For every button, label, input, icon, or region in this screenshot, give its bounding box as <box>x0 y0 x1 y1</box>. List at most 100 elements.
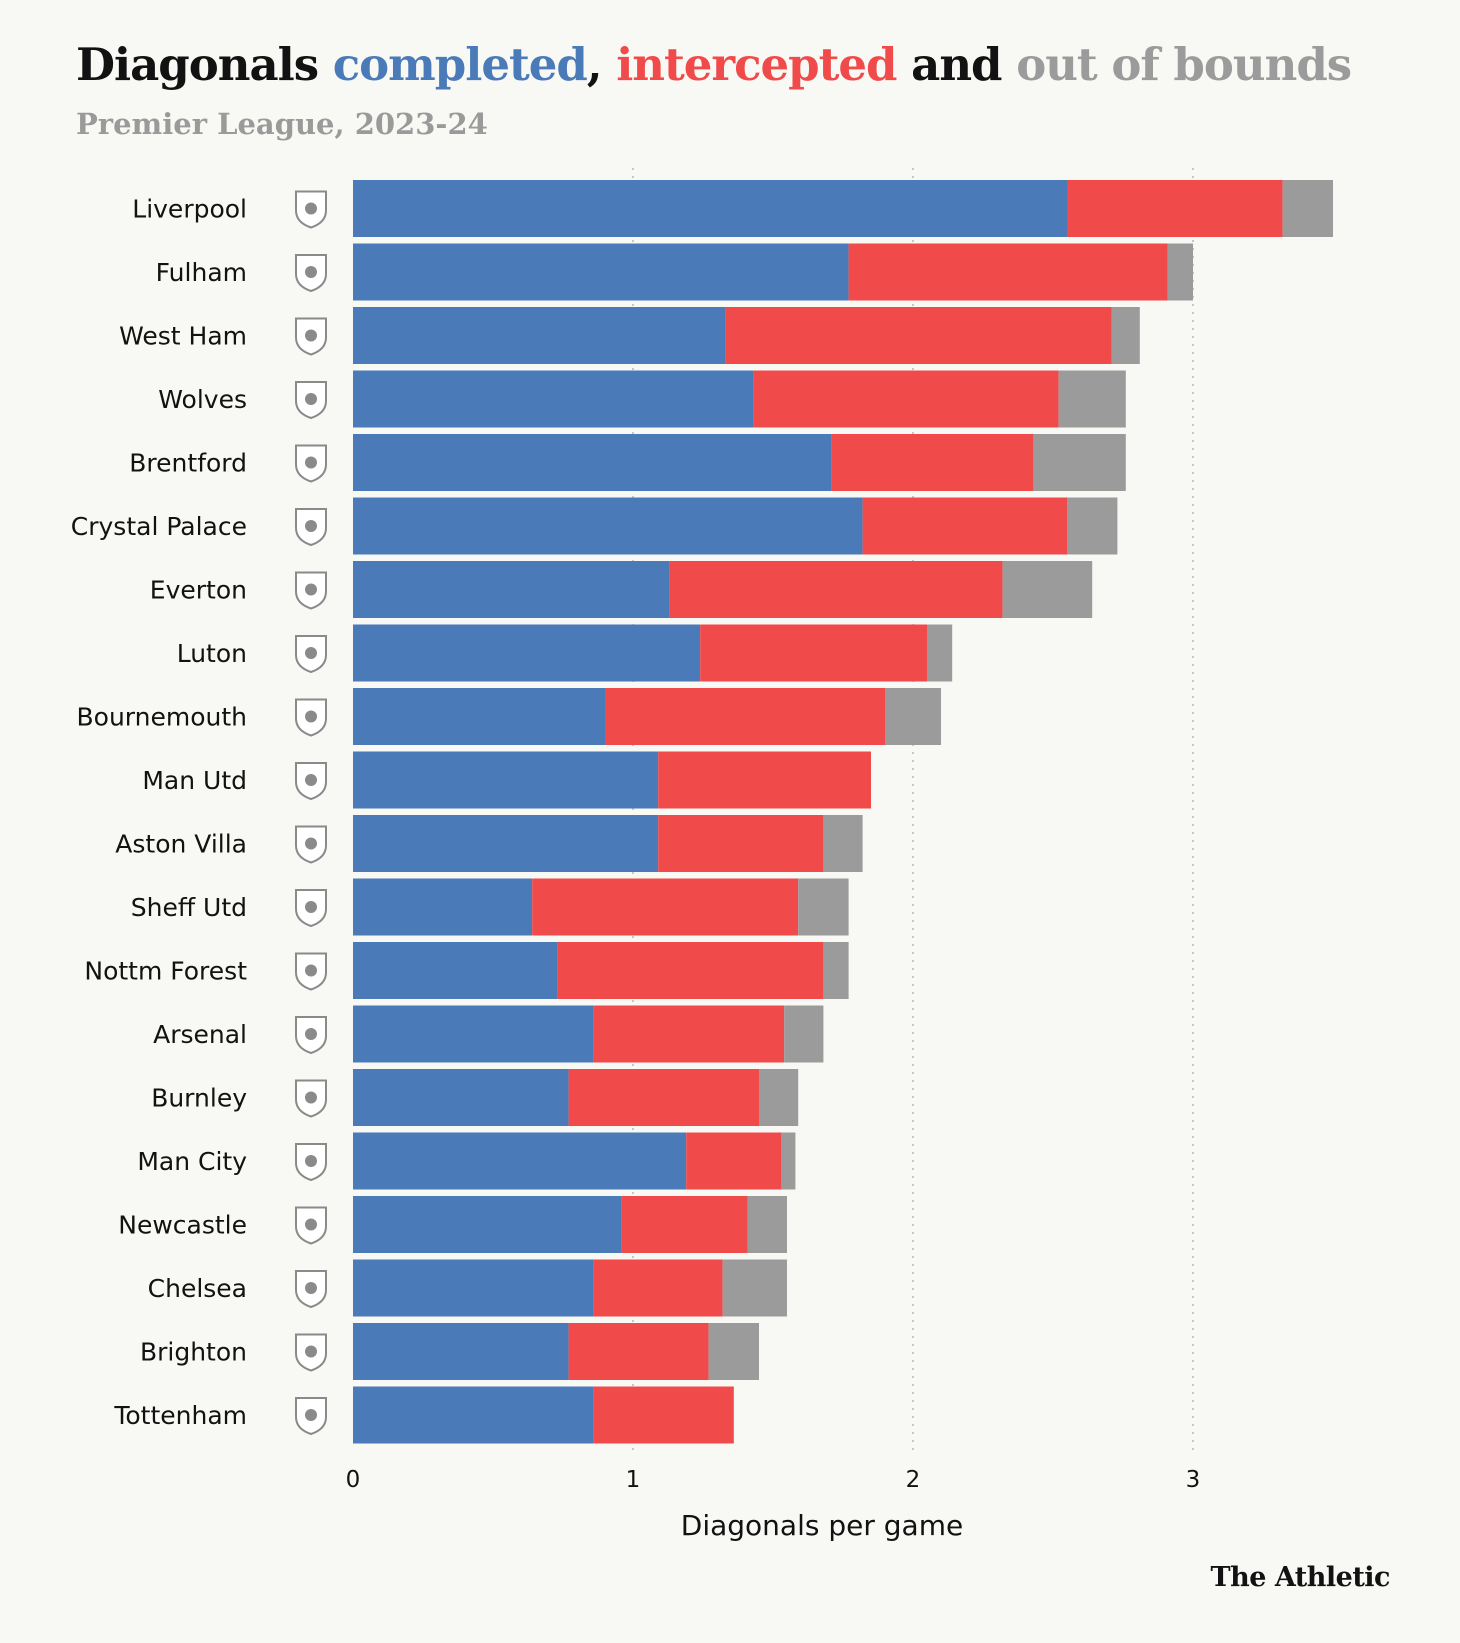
newcastle-crest-icon <box>295 1206 327 1245</box>
intercepted-segment <box>669 561 1003 618</box>
out-of-bounds-segment <box>1002 561 1093 618</box>
out-of-bounds-segment <box>823 942 849 999</box>
sheff-utd-crest-icon <box>295 889 327 928</box>
title-and: and <box>896 38 1017 91</box>
out-of-bounds-segment <box>722 1259 787 1317</box>
completed-segment <box>353 688 605 745</box>
team-label: Brighton <box>140 1338 247 1367</box>
intercepted-segment <box>593 1259 723 1317</box>
completed-segment <box>353 243 849 301</box>
team-label: Man Utd <box>142 766 247 795</box>
intercepted-segment <box>658 751 871 809</box>
intercepted-segment <box>557 942 824 999</box>
gridlines <box>632 168 1194 1450</box>
luton-crest-icon <box>295 635 327 674</box>
completed-segment <box>353 1323 569 1380</box>
crystal-palace-crest-icon <box>295 508 327 547</box>
out-of-bounds-segment <box>1058 370 1126 428</box>
out-of-bounds-segment <box>1111 307 1140 364</box>
chart-subtitle: Premier League, 2023-24 <box>76 107 488 141</box>
completed-segment <box>353 815 659 872</box>
liverpool-crest-icon <box>295 190 327 229</box>
fulham-crest-icon <box>295 254 327 293</box>
x-tick-label: 1 <box>626 1467 641 1493</box>
completed-segment <box>353 307 726 364</box>
x-tick-label: 3 <box>1186 1467 1201 1493</box>
intercepted-segment <box>658 815 824 872</box>
title-out-of-bounds: out of bounds <box>1016 38 1352 91</box>
completed-segment <box>353 434 832 491</box>
x-axis-title: Diagonals per game <box>681 1509 963 1542</box>
team-label: Bournemouth <box>77 703 248 732</box>
intercepted-segment <box>831 434 1034 491</box>
intercepted-segment <box>848 243 1168 301</box>
man-city-crest-icon <box>295 1143 327 1182</box>
tottenham-crest-icon <box>295 1397 327 1436</box>
aston-villa-crest-icon <box>295 825 327 864</box>
completed-segment <box>353 942 558 999</box>
nottm-forest-crest-icon <box>295 952 327 991</box>
bars <box>353 180 1333 1444</box>
wolves-crest-icon <box>295 381 327 420</box>
completed-segment <box>353 561 670 618</box>
brand-logo: The Athletic <box>1210 1562 1391 1593</box>
intercepted-segment <box>700 624 927 682</box>
out-of-bounds-segment <box>784 1005 824 1063</box>
intercepted-segment <box>532 878 799 936</box>
intercepted-segment <box>593 1005 785 1063</box>
team-labels: Liverpool Fulham West Ham Wolves Brentford Cr… <box>71 195 247 1431</box>
out-of-bounds-segment <box>927 624 953 682</box>
out-of-bounds-segment <box>798 878 849 936</box>
team-crests <box>295 190 327 1436</box>
team-label: Sheff Utd <box>131 893 247 922</box>
team-label: Liverpool <box>132 195 247 224</box>
completed-segment <box>353 1386 594 1444</box>
team-label: Chelsea <box>148 1274 247 1303</box>
x-axis-ticks: 0 1 2 3 <box>346 1467 1201 1493</box>
team-label: Aston Villa <box>115 830 247 859</box>
completed-segment <box>353 497 863 555</box>
team-label: Everton <box>150 576 247 605</box>
out-of-bounds-segment <box>747 1196 787 1253</box>
out-of-bounds-segment <box>708 1323 759 1380</box>
man-utd-crest-icon <box>295 762 327 801</box>
intercepted-segment <box>593 1386 734 1444</box>
intercepted-segment <box>621 1196 748 1253</box>
intercepted-segment <box>753 370 1059 428</box>
x-tick-label: 0 <box>346 1467 361 1493</box>
out-of-bounds-segment <box>1282 180 1333 237</box>
title-separator: , <box>586 38 617 91</box>
out-of-bounds-segment <box>1067 497 1118 555</box>
out-of-bounds-segment <box>1033 434 1126 491</box>
arsenal-crest-icon <box>295 1016 327 1055</box>
stacked-bar-chart: Liverpool Fulham West Ham Wolves Brentford Cr… <box>71 168 1333 1542</box>
intercepted-segment <box>605 688 885 745</box>
intercepted-segment <box>568 1323 709 1380</box>
everton-crest-icon <box>295 571 327 610</box>
completed-segment <box>353 1132 687 1190</box>
intercepted-segment <box>862 497 1067 555</box>
bournemouth-crest-icon <box>295 698 327 737</box>
team-label: Newcastle <box>118 1211 247 1240</box>
out-of-bounds-segment <box>823 815 863 872</box>
completed-segment <box>353 1196 622 1253</box>
out-of-bounds-segment <box>781 1132 796 1190</box>
team-label: Arsenal <box>153 1020 247 1049</box>
completed-segment <box>353 1259 594 1317</box>
out-of-bounds-segment <box>759 1069 799 1126</box>
x-tick-label: 2 <box>906 1467 921 1493</box>
completed-segment <box>353 624 701 682</box>
title-intercepted: intercepted <box>616 38 897 91</box>
intercepted-segment <box>725 307 1112 364</box>
intercepted-segment <box>686 1132 782 1190</box>
team-label: Tottenham <box>113 1401 247 1430</box>
title-part-diagonals: Diagonals <box>76 38 333 91</box>
completed-segment <box>353 180 1067 237</box>
team-label: Man City <box>137 1147 247 1176</box>
team-label: Wolves <box>158 385 247 414</box>
intercepted-segment <box>568 1069 759 1126</box>
title-completed: completed <box>332 38 588 91</box>
west-ham-crest-icon <box>295 317 327 356</box>
completed-segment <box>353 370 754 428</box>
